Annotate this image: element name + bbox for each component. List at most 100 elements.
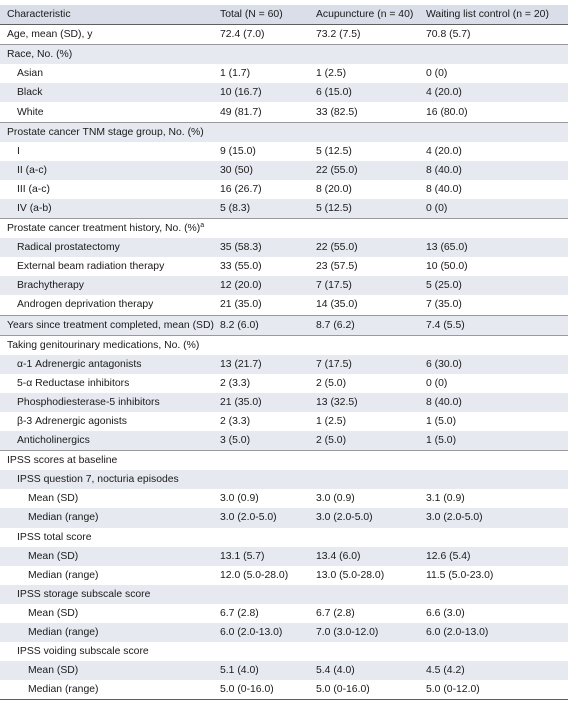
cell-waiting-list-control: 6 (30.0) (426, 354, 568, 374)
cell-acupuncture: 7.0 (3.0-12.0) (316, 623, 426, 643)
row-label-text: Age, mean (SD), y (7, 29, 93, 41)
row-label-text: Mean (SD) (28, 550, 79, 562)
cell-acupuncture: 8 (20.0) (316, 183, 352, 195)
cell-total (220, 584, 316, 604)
row-label: Anticholinergics (0, 431, 220, 451)
row-label: I (0, 142, 220, 161)
row-label: Mean (SD) (0, 604, 220, 623)
cell-total: 21 (35.0) (220, 299, 262, 311)
table-row: IV (a-b) 5 (8.3) 5 (12.5) 0 (0) (0, 198, 568, 219)
cell-total (220, 642, 316, 661)
cell-total: 12.0 (5.0-28.0) (220, 569, 289, 581)
row-label-text: White (17, 106, 44, 118)
cell-waiting-list-control (426, 450, 568, 471)
cell-total: 16 (26.7) (220, 183, 262, 195)
cell-waiting-list-control: 11.5 (5.0-23.0) (426, 569, 494, 581)
cell-acupuncture: 22 (55.0) (316, 238, 426, 258)
cell-waiting-list-control: 4 (20.0) (426, 83, 568, 103)
cell-total (220, 528, 316, 547)
cell-waiting-list-control: 3.0 (2.0-5.0) (426, 508, 568, 528)
cell-waiting-list-control: 5.0 (0-12.0) (426, 680, 568, 701)
cell-acupuncture: 22 (55.0) (316, 160, 426, 180)
table-row: Anticholinergics 3 (5.0) 2 (5.0) 1 (5.0) (0, 431, 568, 451)
cell-total (220, 44, 316, 65)
row-label: α-1 Adrenergic antagonists (0, 354, 220, 374)
footnote-marker: a (200, 222, 205, 230)
table-row: Mean (SD) 5.1 (4.0) 5.4 (4.0) 4.5 (4.2) (0, 661, 568, 681)
row-label-text: Taking genitourinary medications, No. (%… (7, 339, 200, 351)
cell-acupuncture (316, 584, 426, 604)
cell-total: 6.0 (2.0-13.0) (220, 623, 316, 643)
row-label-text: Years since treatment completed, mean (S… (7, 319, 214, 331)
cell-waiting-list-control: 6.0 (2.0-13.0) (426, 623, 568, 643)
table-row: Black 10 (16.7) 6 (15.0) 4 (20.0) (0, 83, 568, 103)
cell-acupuncture: 7 (17.5) (316, 276, 426, 296)
table-row: Age, mean (SD), y 72.4 (7.0) 73.2 (7.5) 70.… (0, 25, 568, 45)
table-row: Taking genitourinary medications, No. (%… (0, 334, 568, 355)
cell-total: 5 (8.3) (220, 198, 316, 219)
cell-waiting-list-control: 70.8 (5.7) (426, 29, 471, 41)
table-row: III (a-c) 16 (26.7) 8 (20.0) 8 (40.0) (0, 180, 568, 199)
cell-acupuncture (316, 642, 426, 661)
table-row: Median (range) 6.0 (2.0-13.0) 7.0 (3.0-12.… (0, 623, 568, 643)
table-row: IPSS storage subscale score (0, 584, 568, 604)
row-label-text: IV (a-b) (17, 202, 52, 214)
row-label: 5-α Reductase inhibitors (0, 374, 220, 393)
row-label: Mean (SD) (0, 546, 220, 566)
row-label-text: Androgen deprivation therapy (17, 299, 154, 311)
row-label: Androgen deprivation therapy (0, 295, 220, 315)
cell-acupuncture: 13.4 (6.0) (316, 546, 426, 566)
cell-total: 30 (50) (220, 160, 316, 180)
row-label-text: I (17, 145, 20, 157)
cell-acupuncture: 3.0 (2.0-5.0) (316, 508, 426, 528)
row-label-text: Prostate cancer TNM stage group, No. (%) (7, 126, 204, 138)
cell-total: 3.0 (0.9) (220, 493, 259, 505)
cell-acupuncture (316, 121, 426, 142)
row-label: Black (0, 83, 220, 103)
table-row: IPSS total score (0, 528, 568, 547)
row-label-text: Brachytherapy (17, 280, 84, 292)
header-waiting-list-control: Waiting list control (n = 20) (426, 5, 568, 26)
row-label-text: IPSS voiding subscale score (17, 646, 149, 658)
row-label-text: Median (range) (28, 512, 99, 524)
table-body: Age, mean (SD), y 72.4 (7.0) 73.2 (7.5) 70.… (0, 25, 568, 701)
row-label: Median (range) (0, 680, 220, 701)
cell-total: 2 (3.3) (220, 416, 251, 428)
cell-total (220, 218, 316, 239)
row-label-text: Radical prostatectomy (17, 242, 120, 254)
row-label-text: Race, No. (%) (7, 49, 73, 61)
row-label: IPSS storage subscale score (0, 584, 220, 604)
row-label-text: Median (range) (28, 627, 99, 639)
cell-acupuncture: 6 (15.0) (316, 83, 426, 103)
table-row: Median (range) 5.0 (0-16.0) 5.0 (0-16.0) 5.… (0, 680, 568, 701)
row-label: IV (a-b) (0, 198, 220, 219)
cell-total: 5.1 (4.0) (220, 661, 316, 681)
row-label-text: Asian (17, 68, 43, 80)
table-row: Mean (SD) 6.7 (2.8) 6.7 (2.8) 6.6 (3.0) (0, 604, 568, 623)
table-row: Androgen deprivation therapy 21 (35.0) 14 … (0, 295, 568, 315)
cell-waiting-list-control (426, 528, 568, 547)
cell-acupuncture: 33 (82.5) (316, 106, 358, 118)
row-label: Mean (SD) (0, 489, 220, 508)
table-row: Race, No. (%) (0, 44, 568, 65)
cell-waiting-list-control: 8 (40.0) (426, 183, 462, 195)
row-label-text: β-3 Adrenergic agonists (17, 416, 127, 428)
cell-waiting-list-control: 12.6 (5.4) (426, 546, 568, 566)
row-label: IPSS total score (0, 528, 220, 547)
row-label: Taking genitourinary medications, No. (%… (0, 334, 220, 355)
row-label-text: II (a-c) (17, 164, 48, 176)
table-row: Median (range) 12.0 (5.0-28.0) 13.0 (5.0-2… (0, 566, 568, 585)
cell-acupuncture: 5.4 (4.0) (316, 661, 426, 681)
cell-waiting-list-control (426, 642, 568, 661)
cell-total: 13.1 (5.7) (220, 546, 316, 566)
row-label-text: Anticholinergics (17, 435, 90, 447)
table-row: Prostate cancer treatment history, No. (… (0, 218, 568, 239)
cell-total (220, 334, 316, 355)
row-label: Asian (0, 64, 220, 83)
table-row: Mean (SD) 3.0 (0.9) 3.0 (0.9) 3.1 (0.9) (0, 489, 568, 508)
cell-waiting-list-control: 0 (0) (426, 377, 448, 389)
cell-acupuncture: 13 (32.5) (316, 392, 426, 412)
header-characteristic: Characteristic (0, 5, 220, 26)
cell-total (220, 450, 316, 471)
